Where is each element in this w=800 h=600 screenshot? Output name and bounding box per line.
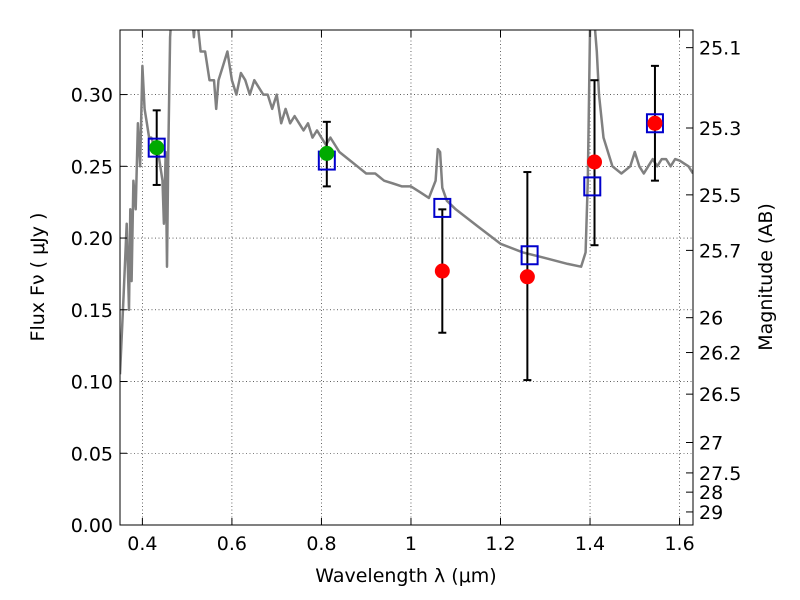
model-squares	[147, 113, 664, 266]
data-points	[149, 115, 663, 285]
y-tick-label: 0.10	[71, 372, 113, 394]
model-square	[645, 113, 664, 134]
y2-tick-label: 26.5	[699, 384, 741, 406]
y2-axis-label: Magnitude (AB)	[755, 203, 777, 351]
plot-frame	[119, 29, 694, 526]
model-square	[433, 197, 452, 218]
y-tick-label: 0.25	[71, 156, 113, 178]
y2-tick-label: 25.5	[699, 185, 741, 207]
y2-tick-label: 27	[699, 433, 723, 455]
error-bars	[152, 64, 659, 382]
model-square	[583, 176, 602, 197]
y2-tick-label: 26	[699, 308, 723, 330]
data-point	[587, 154, 603, 170]
y2-tick-label: 29	[699, 502, 723, 524]
y2-tick-label: 25.3	[699, 118, 741, 140]
x-tick-label: 1	[405, 533, 417, 555]
y2-tick-label: 25.7	[699, 240, 741, 262]
data-point	[647, 115, 663, 131]
x-tick-label: 1.6	[664, 533, 694, 555]
y2-tick-label: 27.5	[699, 463, 741, 485]
x-tick-label: 1.2	[485, 533, 515, 555]
y2-tick-label: 28	[699, 482, 723, 504]
y-tick-label: 0.30	[71, 85, 113, 107]
grid	[120, 30, 693, 526]
y-tick-label: 0.15	[71, 300, 113, 322]
model-square	[520, 245, 539, 266]
y-tick-label: 0.05	[71, 443, 113, 465]
x-axis-label: Wavelength λ (μm)	[315, 565, 496, 587]
x-tick-label: 1.4	[575, 533, 605, 555]
x-tick-label: 0.6	[217, 533, 247, 555]
model-spectrum-line	[120, 30, 693, 375]
y2-tick-label: 26.2	[699, 343, 741, 365]
x-tick-label: 0.8	[306, 533, 336, 555]
data-point	[149, 140, 165, 156]
y-tick-label: 0.00	[71, 515, 113, 537]
y-tick-label: 0.20	[71, 228, 113, 250]
x-tick-label: 0.4	[127, 533, 157, 555]
ticks: 0.4 0.6 0.8 1 1.2 1.4 1.6 0.00 0.05 0.10 0.15 0.20 0…	[71, 30, 741, 555]
y2-tick-label: 25.1	[699, 38, 741, 60]
data-point	[434, 263, 450, 279]
data-point	[319, 145, 335, 161]
model-square	[147, 137, 166, 158]
data-point	[519, 269, 535, 285]
y-axis-label: Flux Fν ( μJy )	[27, 213, 49, 342]
spectrum-path	[120, 30, 693, 375]
